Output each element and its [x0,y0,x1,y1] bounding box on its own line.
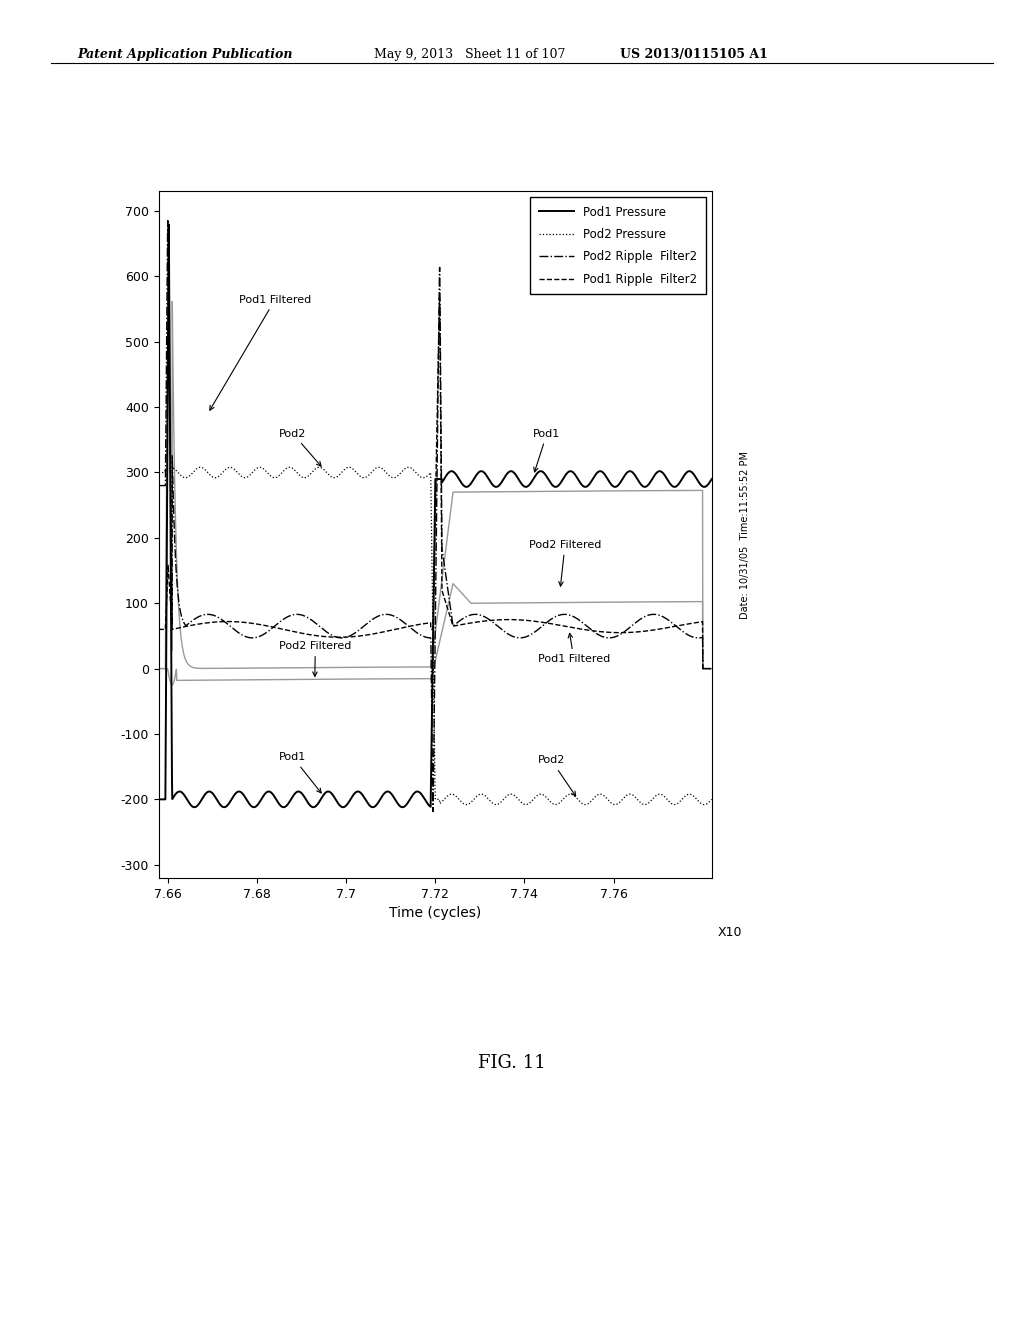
Text: US 2013/0115105 A1: US 2013/0115105 A1 [620,48,767,61]
Text: FIG. 11: FIG. 11 [478,1053,546,1072]
X-axis label: Time (cycles): Time (cycles) [389,906,481,920]
Text: Pod1: Pod1 [534,429,560,473]
Text: Pod1 Filtered: Pod1 Filtered [210,294,311,411]
Text: Pod1: Pod1 [280,752,322,793]
Text: Date: 10/31/05  Time:11:55:52 PM: Date: 10/31/05 Time:11:55:52 PM [740,450,751,619]
Text: Pod2 Filtered: Pod2 Filtered [528,540,601,586]
Text: Pod2: Pod2 [280,429,322,466]
Text: May 9, 2013   Sheet 11 of 107: May 9, 2013 Sheet 11 of 107 [374,48,565,61]
Legend: Pod1 Pressure, Pod2 Pressure, Pod2 Ripple  Filter2, Pod1 Ripple  Filter2: Pod1 Pressure, Pod2 Pressure, Pod2 Rippl… [530,197,706,294]
Text: Pod2 Filtered: Pod2 Filtered [280,642,351,676]
Text: X10: X10 [717,925,741,939]
Text: Pod2: Pod2 [538,755,575,796]
Text: Pod1 Filtered: Pod1 Filtered [538,634,610,664]
Text: Patent Application Publication: Patent Application Publication [77,48,292,61]
